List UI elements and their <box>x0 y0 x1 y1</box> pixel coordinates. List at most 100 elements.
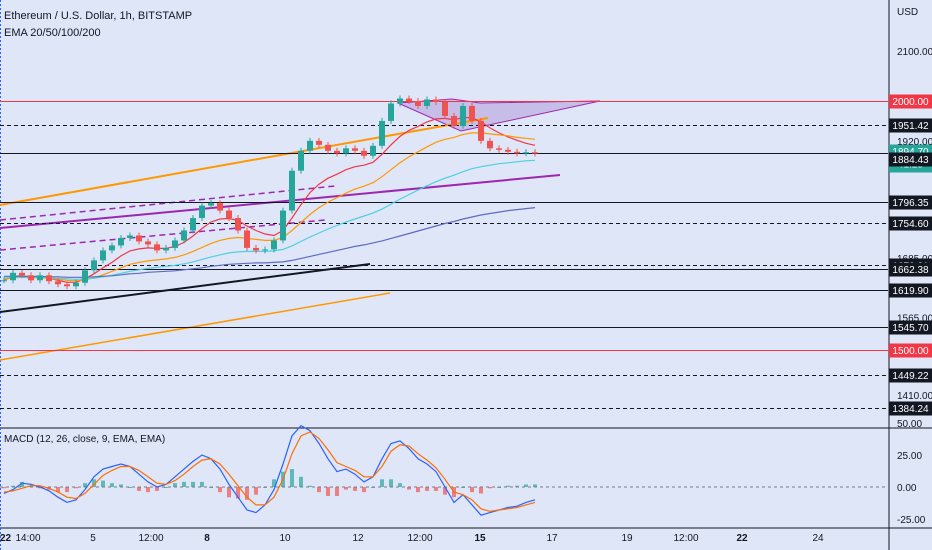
time-tick-label: 12:00 <box>407 533 432 544</box>
macd-tick-label: 25.00 <box>897 451 922 462</box>
time-tick-label: 15 <box>474 533 486 544</box>
purple-trendline <box>0 174 561 229</box>
candle-body <box>325 144 331 151</box>
macd-histogram-bar <box>236 487 240 499</box>
macd-histogram-bar <box>137 487 141 491</box>
time-tick-label: 12 <box>352 533 364 544</box>
time-tick-label: 5 <box>90 533 96 544</box>
macd-histogram-bar <box>389 479 393 487</box>
macd-histogram-bar <box>398 483 402 487</box>
candle-body <box>298 150 304 171</box>
candle-body <box>388 103 394 121</box>
macd-histogram-bar <box>515 485 519 487</box>
horizontal-levels[interactable] <box>0 101 888 409</box>
macd-histogram-bar <box>2 487 6 489</box>
macd-histogram-bar <box>200 481 204 487</box>
macd-histogram-bar <box>92 479 96 487</box>
candle-body <box>487 140 493 149</box>
black-support-trendline <box>0 263 371 313</box>
macd-histogram-bar <box>254 487 258 495</box>
price-tick-label: 2100.00 <box>897 47 932 58</box>
macd-histogram-bar <box>335 487 339 496</box>
macd-histogram-bar <box>83 483 87 487</box>
candle-body <box>46 275 52 282</box>
level-badge-label: 1619.90 <box>892 286 929 297</box>
candle-body <box>109 245 115 251</box>
level-badge-label: 1884.43 <box>892 155 929 166</box>
candle-body <box>415 101 421 106</box>
level-badge <box>889 401 932 416</box>
macd-histogram-bar <box>173 483 177 487</box>
candle-body <box>532 152 538 154</box>
candle-body <box>1 280 7 282</box>
candle-body <box>73 282 79 287</box>
candle-body <box>217 203 223 211</box>
macd-tick-label: 0.00 <box>897 483 917 494</box>
price-tick-label: 1685.00 <box>897 254 932 265</box>
candle-body <box>262 249 268 251</box>
candle-body <box>82 270 88 283</box>
candle-body <box>361 150 367 156</box>
chart-title: Ethereum / U.S. Dollar, 1h, BITSTAMP <box>4 10 193 22</box>
candle-body <box>100 250 106 261</box>
lower-orange-trendline <box>0 292 391 361</box>
macd-histogram-bar <box>380 479 384 487</box>
price-axis[interactable]: 2000.001951.421894.7041:251884.431796.35… <box>889 47 932 416</box>
macd-histogram-bar <box>74 487 78 489</box>
time-axis[interactable]: 22 14:00 5 12:00 8 10 12 12:00 15 17 19 12:00 22 24 <box>0 533 824 544</box>
macd-histogram-bar <box>218 487 222 493</box>
macd-histogram-bar <box>110 483 114 487</box>
ema-line <box>3 159 536 280</box>
candle-body <box>181 230 187 241</box>
candles <box>1 95 538 290</box>
macd-histogram-bar <box>326 487 330 496</box>
macd-histogram-bar <box>191 481 195 487</box>
candle-body <box>406 98 412 101</box>
macd-histogram-bar <box>290 469 294 487</box>
candle-body <box>244 230 250 248</box>
candle-body <box>289 170 295 211</box>
candle-body <box>154 244 160 251</box>
macd-histogram-bar <box>308 485 312 487</box>
macd-histogram-bar <box>344 487 348 490</box>
macd-histogram-bar <box>470 487 474 493</box>
level-badge <box>889 262 932 277</box>
macd-histogram-bar <box>443 487 447 495</box>
macd-histogram-bar <box>317 487 321 493</box>
level-badge-label: 1384.24 <box>892 404 929 415</box>
ema-indicator-label[interactable]: EMA 20/50/100/200 <box>4 27 101 39</box>
candle-body <box>253 247 259 251</box>
candle-body <box>37 275 43 281</box>
candle-body <box>136 235 142 242</box>
level-badge-label: 1500.00 <box>892 346 929 357</box>
candle-body <box>496 148 502 150</box>
price-tick-label: 1565.00 <box>897 314 932 325</box>
candle-body <box>10 272 16 281</box>
time-tick-label: 19 <box>621 533 633 544</box>
macd-histogram-bar <box>506 485 510 487</box>
candle-body <box>172 240 178 248</box>
ema-line <box>3 116 536 283</box>
time-tick-label: 22 <box>736 533 748 544</box>
level-badge <box>889 118 932 133</box>
macd-histogram-bar <box>353 487 357 491</box>
macd-indicator-label[interactable]: MACD (12, 26, close, 9, EMA, EMA) <box>4 434 166 445</box>
macd-histogram-bar <box>29 485 33 487</box>
level-badge <box>889 216 932 231</box>
macd-histogram-bar <box>479 487 483 494</box>
ema-lines <box>3 116 536 283</box>
level-badge <box>889 320 932 335</box>
macd-tick-label: -25.00 <box>897 515 926 526</box>
level-badge <box>889 343 932 358</box>
candle-body <box>208 203 214 206</box>
candle-body <box>514 151 520 154</box>
macd-histogram-bar <box>362 487 366 493</box>
ema-line <box>3 132 536 282</box>
time-tick-label: 8 <box>204 533 210 544</box>
macd-histogram-bar <box>425 487 429 491</box>
level-badge <box>889 195 932 210</box>
level-badge <box>889 94 932 109</box>
macd-histogram-bar <box>164 487 168 488</box>
candle-body <box>442 101 448 116</box>
